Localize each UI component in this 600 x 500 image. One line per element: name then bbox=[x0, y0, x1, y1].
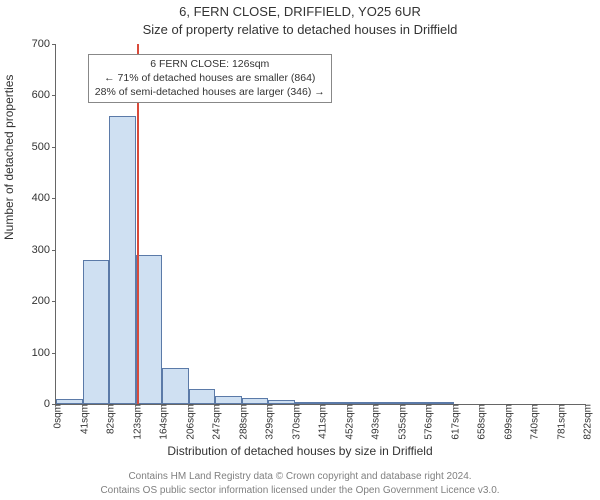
y-tick: 500 bbox=[32, 141, 56, 153]
histogram-bar bbox=[268, 400, 295, 404]
x-tick: 206sqm bbox=[181, 404, 196, 440]
histogram-bar bbox=[136, 255, 163, 404]
x-tick: 164sqm bbox=[155, 404, 170, 440]
annotation-box: 6 FERN CLOSE: 126sqm← 71% of detached ho… bbox=[88, 54, 332, 103]
footer-copyright-2: Contains OS public sector information li… bbox=[0, 485, 600, 496]
x-tick: 699sqm bbox=[499, 404, 514, 440]
plot-area: 01002003004005006007000sqm41sqm82sqm123s… bbox=[55, 44, 586, 405]
x-tick: 658sqm bbox=[473, 404, 488, 440]
histogram-bar bbox=[401, 402, 428, 404]
x-tick: 247sqm bbox=[208, 404, 223, 440]
histogram-bar bbox=[189, 389, 216, 404]
histogram-bar bbox=[109, 116, 136, 404]
x-tick: 576sqm bbox=[420, 404, 435, 440]
chart-container: 6, FERN CLOSE, DRIFFIELD, YO25 6UR Size … bbox=[0, 0, 600, 500]
x-tick: 781sqm bbox=[552, 404, 567, 440]
histogram-bar bbox=[427, 402, 454, 404]
x-tick: 411sqm bbox=[314, 404, 329, 439]
x-axis-label: Distribution of detached houses by size … bbox=[0, 444, 600, 458]
y-tick: 400 bbox=[32, 192, 56, 204]
y-tick: 600 bbox=[32, 89, 56, 101]
y-tick: 100 bbox=[32, 347, 56, 359]
chart-subtitle: Size of property relative to detached ho… bbox=[0, 22, 600, 37]
histogram-bar bbox=[162, 368, 189, 404]
x-tick: 617sqm bbox=[446, 404, 461, 440]
x-tick: 493sqm bbox=[367, 404, 382, 440]
histogram-bar bbox=[374, 402, 401, 404]
y-tick: 200 bbox=[32, 295, 56, 307]
histogram-bar bbox=[83, 260, 110, 404]
x-tick: 740sqm bbox=[526, 404, 541, 440]
annotation-line2: ← 71% of detached houses are smaller (86… bbox=[95, 72, 325, 86]
x-tick: 535sqm bbox=[393, 404, 408, 440]
x-tick: 41sqm bbox=[75, 404, 90, 434]
footer-copyright-1: Contains HM Land Registry data © Crown c… bbox=[0, 471, 600, 482]
y-tick: 300 bbox=[32, 244, 56, 256]
x-tick: 288sqm bbox=[234, 404, 249, 440]
x-tick: 370sqm bbox=[287, 404, 302, 440]
chart-title-address: 6, FERN CLOSE, DRIFFIELD, YO25 6UR bbox=[0, 4, 600, 19]
x-tick: 329sqm bbox=[261, 404, 276, 440]
annotation-line3: 28% of semi-detached houses are larger (… bbox=[95, 86, 325, 100]
x-tick: 822sqm bbox=[579, 404, 594, 440]
annotation-line1: 6 FERN CLOSE: 126sqm bbox=[95, 58, 325, 72]
y-axis-label: Number of detached properties bbox=[2, 75, 16, 240]
x-tick: 0sqm bbox=[49, 404, 64, 428]
y-tick: 700 bbox=[32, 38, 56, 50]
histogram-bar bbox=[321, 402, 348, 404]
histogram-bar bbox=[348, 402, 375, 404]
histogram-bar bbox=[56, 399, 83, 404]
x-tick: 82sqm bbox=[102, 404, 117, 434]
histogram-bar bbox=[295, 402, 322, 404]
x-tick: 123sqm bbox=[128, 404, 143, 440]
x-tick: 452sqm bbox=[340, 404, 355, 440]
histogram-bar bbox=[242, 398, 269, 404]
histogram-bar bbox=[215, 396, 242, 404]
